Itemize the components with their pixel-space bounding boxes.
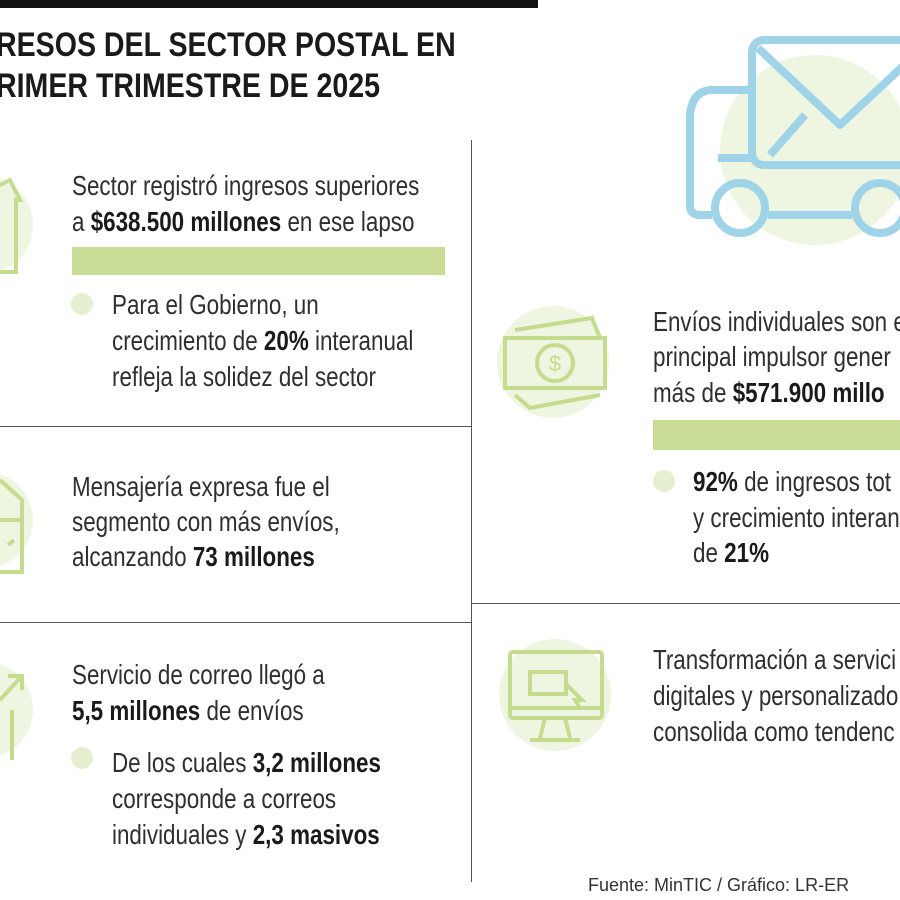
text-line: individuales y 2,3 masivos: [112, 817, 380, 853]
bullet: [653, 470, 675, 492]
text-line: consolida como tendenc: [653, 714, 895, 750]
highlight: 73 millones: [192, 541, 315, 572]
text-line: Mensajería expresa fue el: [72, 469, 330, 505]
text-line: más de $571.900 millo: [653, 375, 885, 411]
text: más de: [653, 377, 727, 408]
title: RESOS DEL SECTOR POSTAL EN: [0, 26, 456, 64]
text-line: Para el Gobierno, un: [112, 287, 319, 323]
text: y crecimiento interan: [693, 502, 900, 533]
text-line: segmento con más envíos,: [72, 504, 340, 540]
text: corresponde a correos: [112, 783, 337, 814]
box-icon: [0, 478, 24, 574]
text: segmento con más envíos,: [72, 506, 340, 537]
highlight: $571.900 millo: [732, 377, 885, 408]
text: Servicio de correo llegó a: [72, 659, 325, 690]
text-line: De los cuales 3,2 millones: [112, 745, 381, 781]
text-line: refleja la solidez del sector: [112, 359, 376, 395]
text-line: Transformación a servici: [653, 642, 896, 678]
text: a: [72, 206, 85, 237]
text: Sector registró ingresos superiores: [72, 170, 420, 201]
title: RIMER TRIMESTRE DE 2025: [0, 67, 381, 105]
text-line: digitales y personalizado: [653, 678, 898, 714]
highlight-bar: [72, 247, 445, 275]
highlight-bar: [653, 420, 900, 450]
highlight: 92%: [693, 466, 738, 497]
text: Transformación a servici: [653, 644, 897, 675]
text: individuales y: [112, 819, 247, 850]
text: en ese lapso: [287, 206, 415, 237]
text-line: Sector registró ingresos superiores: [72, 168, 419, 204]
text-line: a $638.500 millones en ese lapso: [72, 204, 414, 240]
text-line: Envíos individuales son e: [653, 304, 900, 340]
text-line: y crecimiento interan: [693, 500, 900, 536]
highlight: 21%: [724, 537, 769, 568]
text: interanual: [314, 325, 414, 356]
text-line: principal impulsor gener: [653, 339, 891, 375]
building-icon: [0, 177, 24, 274]
text: de envíos: [206, 695, 304, 726]
text: de ingresos tot: [744, 466, 891, 497]
text: Mensajería expresa fue el: [72, 471, 330, 502]
highlight: $638.500 millones: [90, 206, 282, 237]
text: alcanzando: [72, 541, 187, 572]
highlight: 2,3 masivos: [252, 819, 380, 850]
text-line: corresponde a correos: [112, 781, 336, 817]
money-icon: [503, 315, 607, 411]
computer-icon: [508, 650, 604, 742]
bullet: [71, 293, 93, 315]
text: digitales y personalizado: [653, 680, 899, 711]
highlight: 20%: [263, 325, 309, 356]
text: de: [693, 537, 718, 568]
chart-icon: [0, 674, 24, 760]
text: Para el Gobierno, un: [112, 289, 319, 320]
truck-icon: [686, 36, 900, 237]
text: crecimiento de: [112, 325, 258, 356]
text-line: alcanzando 73 millones: [72, 539, 315, 575]
text-line: de 21%: [693, 535, 769, 571]
text-line: 5,5 millones de envíos: [72, 693, 304, 729]
text-line: 92% de ingresos tot: [693, 464, 891, 500]
text: consolida como tendenc: [653, 716, 895, 747]
text: De los cuales: [112, 747, 247, 778]
money-symbol: $: [549, 351, 561, 376]
text: Envíos individuales son e: [653, 306, 900, 337]
icon-bg: [0, 664, 33, 756]
source: Fuente: MinTIC / Gráfico: LR-ER: [588, 875, 850, 895]
highlight: 3,2 millones: [252, 747, 381, 778]
text-line: crecimiento de 20% interanual: [112, 323, 413, 359]
bullet: [71, 747, 93, 769]
text-line: Servicio de correo llegó a: [72, 657, 325, 693]
highlight: 5,5 millones: [72, 695, 201, 726]
text: refleja la solidez del sector: [112, 361, 376, 392]
top-bar: [0, 0, 538, 8]
text: principal impulsor gener: [653, 341, 891, 372]
